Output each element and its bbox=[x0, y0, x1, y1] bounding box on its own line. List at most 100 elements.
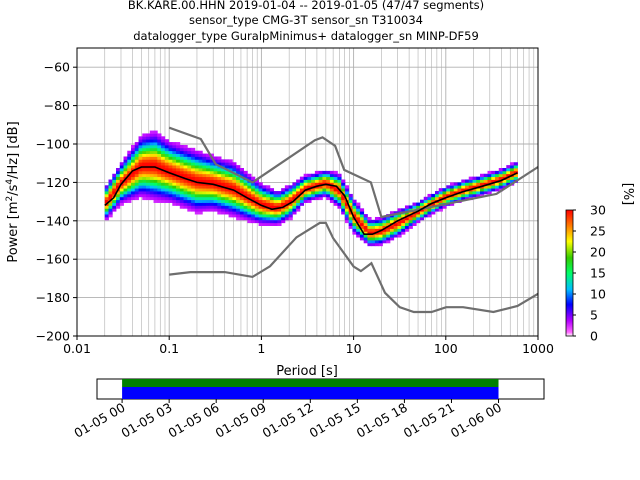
pdf-cell bbox=[176, 196, 181, 201]
pdf-cell bbox=[206, 205, 211, 209]
pdf-cell bbox=[176, 199, 181, 203]
pdf-cell bbox=[217, 205, 222, 209]
pdf-cell bbox=[281, 216, 286, 221]
pdf-cell bbox=[329, 199, 335, 203]
pdf-cell bbox=[457, 188, 462, 192]
pdf-cell bbox=[176, 176, 181, 180]
pdf-cell bbox=[202, 179, 207, 183]
pdf-cell bbox=[266, 188, 271, 192]
pdf-cell bbox=[491, 179, 496, 183]
pdf-cell bbox=[146, 173, 151, 178]
pdf-cell bbox=[187, 159, 192, 163]
pdf-cell bbox=[341, 182, 346, 186]
pdf-cell bbox=[134, 193, 139, 198]
pdf-cell bbox=[307, 182, 312, 186]
pdf-cell bbox=[131, 191, 136, 195]
pdf-cell bbox=[281, 208, 286, 212]
pdf-cell bbox=[243, 208, 248, 212]
pdf-cell bbox=[138, 176, 143, 180]
pdf-cell bbox=[296, 208, 301, 212]
pdf-cell bbox=[157, 188, 162, 192]
pdf-cell bbox=[251, 176, 256, 180]
pdf-cell bbox=[172, 142, 177, 146]
pdf-cell bbox=[329, 193, 335, 198]
pdf-cell bbox=[146, 139, 151, 143]
pdf-cell bbox=[243, 202, 248, 206]
pdf-cell bbox=[221, 196, 226, 201]
y-tick-label: −80 bbox=[44, 98, 70, 113]
pdf-cell bbox=[198, 191, 203, 195]
pdf-cell bbox=[273, 196, 278, 201]
pdf-cell bbox=[157, 173, 162, 178]
pdf-cell bbox=[254, 214, 260, 218]
pdf-cell bbox=[299, 199, 305, 203]
pdf-cell bbox=[344, 193, 350, 198]
pdf-cell bbox=[401, 225, 406, 229]
pdf-cell bbox=[146, 159, 151, 163]
pdf-cell bbox=[363, 231, 368, 235]
pdf-cell bbox=[206, 188, 211, 192]
pdf-cell bbox=[239, 196, 244, 201]
pdf-cell bbox=[153, 142, 158, 146]
pdf-cell bbox=[134, 147, 139, 152]
pdf-cell bbox=[232, 168, 237, 172]
x-tick-label: 0.01 bbox=[63, 341, 91, 356]
pdf-cell bbox=[262, 219, 267, 224]
pdf-cell bbox=[153, 188, 158, 192]
pdf-cell bbox=[397, 234, 402, 238]
pdf-cell bbox=[221, 176, 226, 180]
pdf-cell bbox=[127, 196, 132, 201]
pdf-cell bbox=[258, 216, 263, 221]
pdf-cell bbox=[161, 182, 166, 186]
pdf-cell bbox=[329, 179, 335, 183]
pdf-cell bbox=[367, 237, 372, 241]
pdf-cell bbox=[356, 231, 361, 235]
pdf-cell bbox=[161, 196, 166, 201]
pdf-cell bbox=[341, 208, 346, 212]
pdf-cell bbox=[123, 191, 128, 195]
nhnm-curve bbox=[168, 126, 539, 219]
pdf-cell bbox=[224, 199, 229, 203]
pdf-cell bbox=[161, 162, 166, 166]
pdf-cell bbox=[224, 211, 229, 215]
pdf-cell bbox=[153, 156, 158, 160]
pdf-cell bbox=[498, 185, 503, 189]
pdf-cell bbox=[123, 188, 128, 192]
pdf-cell bbox=[206, 176, 211, 180]
pdf-cell bbox=[450, 185, 455, 189]
mode-line bbox=[104, 166, 518, 235]
pdf-cell bbox=[138, 153, 143, 157]
pdf-cell bbox=[389, 211, 395, 215]
pdf-cell bbox=[352, 219, 357, 224]
pdf-cell bbox=[318, 182, 323, 186]
pdf-cell bbox=[322, 173, 327, 178]
x-tick-label: 0.1 bbox=[159, 341, 179, 356]
pdf-cell bbox=[513, 162, 518, 166]
pdf-cell bbox=[299, 179, 305, 183]
pdf-cell bbox=[468, 179, 473, 183]
pdf-cell bbox=[367, 240, 372, 244]
pdf-cell bbox=[292, 185, 297, 189]
pdf-cell bbox=[262, 196, 267, 201]
pdf-cell bbox=[438, 193, 443, 198]
pdf-cell bbox=[303, 185, 308, 189]
pdf-cell bbox=[352, 231, 357, 235]
pdf-cell bbox=[157, 144, 162, 149]
pdf-cell bbox=[161, 176, 166, 180]
pdf-cell bbox=[247, 219, 252, 224]
pdf-cell bbox=[258, 211, 263, 215]
pdf-cell bbox=[374, 242, 380, 247]
pdf-cell bbox=[134, 159, 139, 163]
pdf-cell bbox=[386, 237, 391, 241]
pdf-cell bbox=[408, 214, 413, 218]
pdf-cell bbox=[202, 196, 207, 201]
pdf-cell bbox=[408, 211, 413, 215]
pdf-cell bbox=[153, 193, 158, 198]
pdf-cell bbox=[176, 165, 181, 169]
pdf-cell bbox=[389, 228, 395, 232]
pdf-cell bbox=[356, 216, 361, 221]
pdf-cell bbox=[356, 202, 361, 206]
pdf-cell bbox=[236, 170, 241, 175]
pdf-cell bbox=[134, 182, 139, 186]
pdf-cell bbox=[172, 162, 177, 166]
